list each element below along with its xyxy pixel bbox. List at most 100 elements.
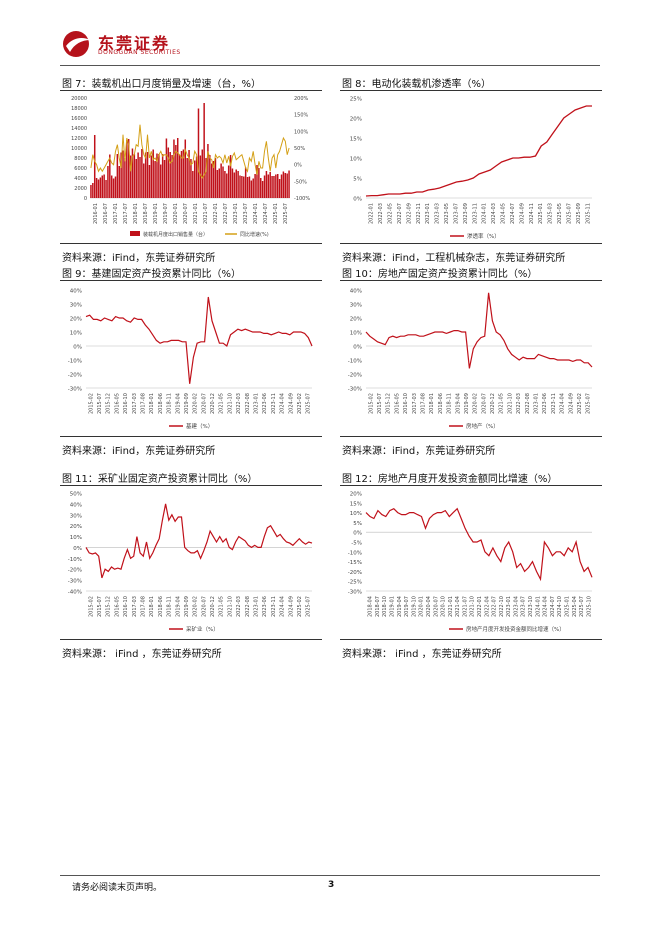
bar [265, 171, 268, 198]
bar [205, 158, 207, 198]
x-tick-label: 2025-07 [579, 596, 585, 617]
series-line [85, 296, 313, 384]
x-tick-label: 2024-07 [550, 596, 556, 617]
y-tick-label: 0% [353, 345, 362, 351]
bar [244, 167, 247, 198]
series-line [365, 105, 592, 197]
bar [188, 150, 190, 198]
figure-12-source: 资料来源： iFind ，东莞证券研究所 [342, 649, 502, 660]
x-tick-label: 2023-11 [472, 203, 478, 224]
figure-11-top-rule [60, 485, 322, 486]
x-tick-label: 2024-01 [253, 203, 259, 224]
x-tick-label: 2020-02 [193, 596, 199, 617]
figure-8-title: 图 8：电动化装载机渗透率（%） [342, 79, 492, 90]
bar [129, 155, 132, 198]
x-tick-label: 2022-11 [416, 203, 422, 224]
y-tick-label: 40% [350, 289, 362, 295]
bar [161, 154, 164, 198]
bar [250, 180, 253, 198]
x-tick-label: 2024-07 [263, 203, 269, 224]
bar [148, 165, 151, 198]
x-tick-label: 2024-10 [557, 596, 563, 617]
bar [176, 138, 179, 198]
y-tick-label: 0% [353, 531, 362, 537]
x-tick-label: 2021-05 [219, 596, 225, 617]
figure-12-title: 图 12：房地产月度开发投资金额同比增速（%） [342, 474, 558, 485]
y-tick-label: 30% [70, 303, 82, 309]
x-tick-label: 2020-10 [441, 596, 447, 617]
x-tick-label: 2016-01 [93, 203, 99, 224]
x-tick-label: 2015-02 [368, 393, 374, 414]
y-tick-label: 10% [70, 331, 82, 337]
footer-rule [60, 875, 600, 876]
x-tick-label: 2020-12 [490, 393, 496, 414]
x-tick-label: 2018-10 [382, 596, 388, 617]
bar [286, 173, 288, 198]
x-tick-label: 2024-03 [491, 203, 497, 224]
bar [256, 165, 258, 198]
x-tick-label: 2024-09 [288, 596, 294, 617]
y-left-tick-label: 8000 [74, 156, 87, 162]
figure-8-source: 资料来源：iFind，工程机械杂志，东莞证券研究所 [342, 253, 566, 264]
bar [137, 152, 139, 198]
x-tick-label: 2015-12 [106, 596, 112, 617]
y-left-tick-label: 2000 [74, 186, 87, 192]
bar [131, 148, 134, 198]
bar [109, 154, 111, 198]
x-tick-label: 2023-01 [425, 203, 431, 224]
bar [122, 150, 124, 198]
figure-9-title: 图 9：基建固定资产投资累计同比（%） [62, 269, 242, 280]
x-tick-label: 2023-06 [542, 393, 548, 414]
x-tick-label: 2017-08 [141, 393, 147, 414]
y-tick-label: 20% [70, 317, 82, 323]
bar [120, 152, 122, 198]
x-tick-label: 2020-07 [201, 393, 207, 414]
x-tick-label: 2020-01 [419, 596, 425, 617]
x-tick-label: 2023-06 [262, 596, 268, 617]
x-tick-label: 2022-08 [245, 393, 251, 414]
bar [171, 155, 173, 198]
x-tick-label: 2022-10 [499, 596, 505, 617]
x-tick-label: 2018-01 [149, 393, 155, 414]
x-tick-label: 2020-02 [193, 393, 199, 414]
y-right-tick-label: 0% [294, 163, 302, 169]
x-tick-label: 2024-01 [535, 596, 541, 617]
legend-swatch-bars [130, 231, 140, 236]
bar [227, 165, 230, 198]
y-tick-label: 20% [350, 317, 362, 323]
x-tick-label: 2015-07 [97, 596, 103, 617]
bar [139, 157, 141, 198]
bar [239, 175, 241, 198]
y-left-tick-label: 18000 [71, 106, 87, 112]
y-tick-label: 0% [73, 546, 82, 552]
x-tick-label: 2021-01 [193, 203, 199, 224]
x-tick-label: 2023-09 [463, 203, 469, 224]
x-tick-label: 2018-01 [429, 393, 435, 414]
y-tick-label: 10% [350, 511, 362, 517]
x-tick-label: 2021-04 [455, 596, 461, 617]
bar [233, 172, 236, 198]
x-tick-label: 2018-06 [438, 393, 444, 414]
y-tick-label: 20% [350, 117, 362, 123]
x-tick-label: 2023-07 [453, 203, 459, 224]
bar [175, 145, 177, 198]
bar [112, 178, 115, 198]
x-tick-label: 2025-01 [564, 596, 570, 617]
x-tick-label: 2017-01 [113, 203, 119, 224]
bar [235, 169, 237, 198]
x-tick-label: 2020-02 [473, 393, 479, 414]
x-tick-label: 2022-07 [223, 203, 229, 224]
x-tick-label: 2022-03 [516, 393, 522, 414]
x-tick-label: 2023-07 [521, 596, 527, 617]
x-tick-label: 2025-01 [273, 203, 279, 224]
y-tick-label: 10% [350, 157, 362, 163]
x-tick-label: 2025-07 [306, 596, 312, 617]
y-tick-label: -10% [348, 359, 362, 365]
x-tick-label: 2022-03 [236, 596, 242, 617]
bar [173, 139, 175, 198]
x-tick-label: 2015-07 [377, 393, 383, 414]
y-right-tick-label: 100% [294, 129, 309, 135]
y-tick-label: 30% [70, 513, 82, 519]
x-tick-label: 2019-10 [411, 596, 417, 617]
y-right-tick-label: 200% [294, 96, 309, 102]
